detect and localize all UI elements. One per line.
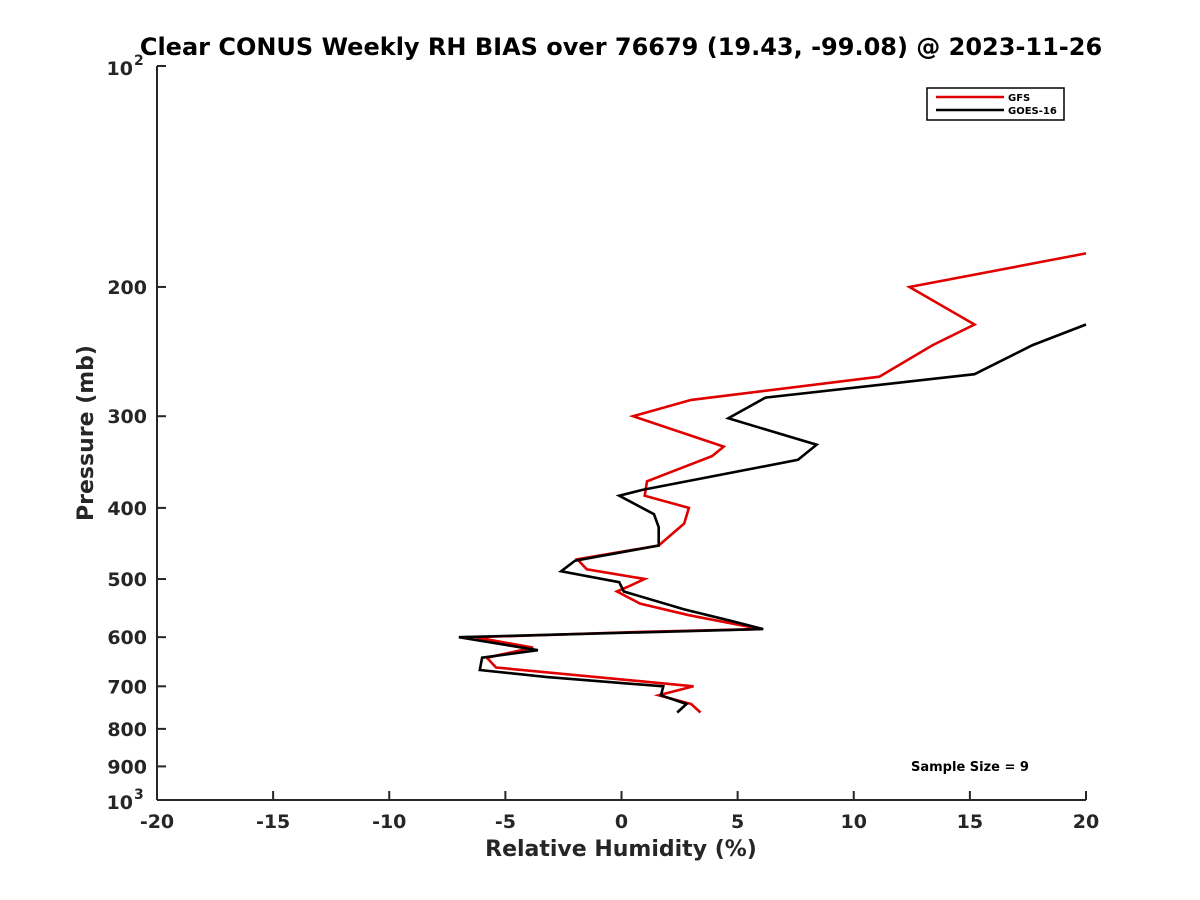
legend-label-goes-16: GOES-16 <box>1008 106 1057 117</box>
y-tick-label: 400 <box>107 498 147 520</box>
x-tick-label: 5 <box>731 811 744 833</box>
y-tick-label: 700 <box>107 676 147 698</box>
x-tick-label: -10 <box>372 811 406 833</box>
y-tick-label: 900 <box>107 756 147 778</box>
x-axis-label: Relative Humidity (%) <box>485 837 757 862</box>
x-tick-label: 0 <box>615 811 628 833</box>
x-ticks: -20 -15 -10 -5 0 5 10 15 20 <box>140 791 1099 833</box>
sample-size-note: Sample Size = 9 <box>911 760 1029 775</box>
y-tick-label: 300 <box>107 406 147 428</box>
series-line-goes-16 <box>458 323 1087 714</box>
x-tick-label: 10 <box>841 811 867 833</box>
y-tick-label-exponent: 3 <box>134 787 144 803</box>
x-tick-label: -5 <box>495 811 516 833</box>
y-tick-label-exponent: 2 <box>134 53 144 69</box>
y-tick-label-base: 10 <box>107 58 133 80</box>
legend-label-gfs: GFS <box>1008 93 1030 104</box>
chart-title: Clear CONUS Weekly RH BIAS over 76679 (1… <box>140 33 1102 61</box>
y-tick-label: 800 <box>107 719 147 741</box>
y-tick-label: 200 <box>107 277 147 299</box>
axes <box>156 66 1086 801</box>
x-tick-label: 20 <box>1073 811 1099 833</box>
y-tick-label: 500 <box>107 569 147 591</box>
x-tick-label: -15 <box>256 811 290 833</box>
legend-box <box>926 87 1065 121</box>
x-tick-label: 15 <box>957 811 983 833</box>
plot-lines <box>458 252 1087 714</box>
y-tick-label-base: 10 <box>107 792 133 814</box>
x-tick-label: -20 <box>140 811 174 833</box>
y-axis-label: Pressure (mb) <box>74 345 99 521</box>
y-tick-label: 600 <box>107 627 147 649</box>
series-line-gfs <box>474 252 1087 714</box>
legend: GFS GOES-16 <box>926 87 1065 121</box>
